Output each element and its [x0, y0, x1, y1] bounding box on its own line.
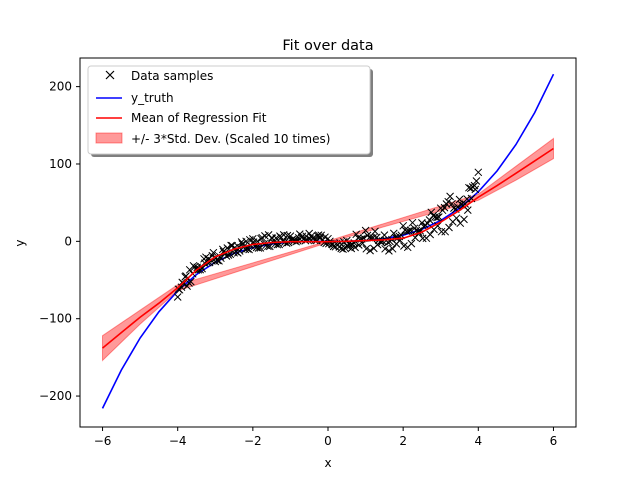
data-sample-point: [408, 218, 417, 227]
data-sample-point: [404, 227, 413, 235]
data-sample-point: [352, 230, 361, 239]
data-sample-point: [471, 185, 480, 194]
legend-box: [87, 65, 371, 155]
data-sample-point: [437, 227, 446, 236]
std-dev-band: [102, 137, 554, 362]
legend-item-std-band: +/- 3*Std. Dev. (Scaled 10 times): [95, 132, 330, 146]
plot-area: [79, 57, 577, 428]
data-sample-point: [264, 242, 272, 251]
data-sample-point: [282, 239, 291, 247]
data-sample-point: [361, 226, 370, 235]
x-tick-label: −2: [244, 434, 262, 448]
data-sample-point: [371, 227, 379, 236]
y-tick-label: 100: [49, 157, 72, 171]
legend-item-y-truth: y_truth: [96, 91, 174, 105]
data-sample-point: [433, 213, 441, 222]
data-sample-point: [434, 213, 443, 221]
chart-title: Fit over data: [282, 38, 373, 54]
x-tick-label: −4: [169, 434, 187, 448]
legend-band-swatch: [95, 132, 123, 144]
data-sample-point: [321, 233, 329, 242]
data-sample-point: [317, 231, 326, 240]
x-axis: −6 −4 −2 0 2 4 6: [94, 427, 558, 448]
data-sample-point: [362, 244, 371, 253]
x-tick-label: 6: [550, 434, 558, 448]
data-sample-point: [474, 168, 483, 177]
data-sample-point: [440, 203, 449, 212]
data-sample-point: [461, 200, 470, 208]
x-tick-label: 2: [399, 434, 407, 448]
data-sample-point: [388, 244, 397, 253]
legend-marker-x-icon: [105, 70, 115, 80]
data-sample-point: [227, 241, 235, 250]
x-tick-label: 4: [474, 434, 482, 448]
data-sample-point: [268, 234, 277, 243]
data-sample-point: [245, 235, 254, 244]
legend-item-data-samples: Data samples: [105, 69, 213, 83]
x-tick-label: 0: [324, 434, 332, 448]
y-tick-label: −200: [39, 389, 72, 403]
x-tick-label: −6: [94, 434, 112, 448]
regression-mean-line: [101, 147, 554, 349]
data-sample-point: [444, 197, 453, 206]
data-sample-point: [446, 192, 454, 201]
data-sample-point: [431, 213, 439, 221]
data-sample-point: [245, 245, 253, 254]
data-sample-point: [455, 195, 464, 204]
data-sample-point: [418, 234, 427, 243]
data-sample-point: [174, 285, 183, 294]
data-sample-point: [257, 234, 265, 243]
data-sample-point: [373, 240, 382, 249]
data-sample-point: [452, 214, 461, 223]
legend-label-data-samples: Data samples: [131, 69, 213, 83]
legend-item-regression-fit: Mean of Regression Fit: [96, 111, 267, 125]
data-sample-point: [460, 215, 468, 224]
data-sample-point: [366, 246, 374, 255]
data-sample-point: [186, 277, 195, 286]
data-sample-point: [354, 241, 363, 249]
data-sample-point: [380, 231, 389, 239]
data-sample-point: [472, 177, 481, 185]
legend: Data samples y_truth Mean of Regression …: [87, 65, 373, 157]
data-sample-point: [309, 233, 318, 242]
legend-label-std-band: +/- 3*Std. Dev. (Scaled 10 times): [131, 132, 330, 146]
data-sample-point: [302, 232, 311, 241]
data-sample-point: [298, 232, 307, 241]
y-tick-label: 200: [49, 80, 72, 94]
data-sample-point: [381, 244, 389, 253]
data-sample-point: [173, 293, 182, 301]
x-axis-label: x: [324, 456, 331, 470]
data-sample-point: [343, 242, 352, 251]
data-sample-point: [389, 229, 398, 238]
data-sample-point: [254, 244, 263, 252]
data-sample-point: [426, 230, 435, 239]
data-sample-point: [433, 222, 442, 230]
y-axis-label: y: [13, 239, 27, 246]
data-sample-point: [272, 234, 280, 242]
legend-label-regression-fit: Mean of Regression Fit: [131, 111, 267, 125]
data-sample-point: [445, 223, 453, 232]
y-axis: −200 −100 0 100 200: [39, 80, 80, 403]
data-sample-point: [448, 199, 456, 208]
data-sample-point: [351, 243, 359, 252]
y-tick-label: 0: [64, 234, 72, 248]
data-sample-point: [385, 247, 393, 255]
y-tick-label: −100: [39, 312, 72, 326]
data-sample-point: [407, 239, 416, 248]
data-sample-point: [463, 206, 472, 214]
legend-label-y-truth: y_truth: [131, 91, 174, 105]
